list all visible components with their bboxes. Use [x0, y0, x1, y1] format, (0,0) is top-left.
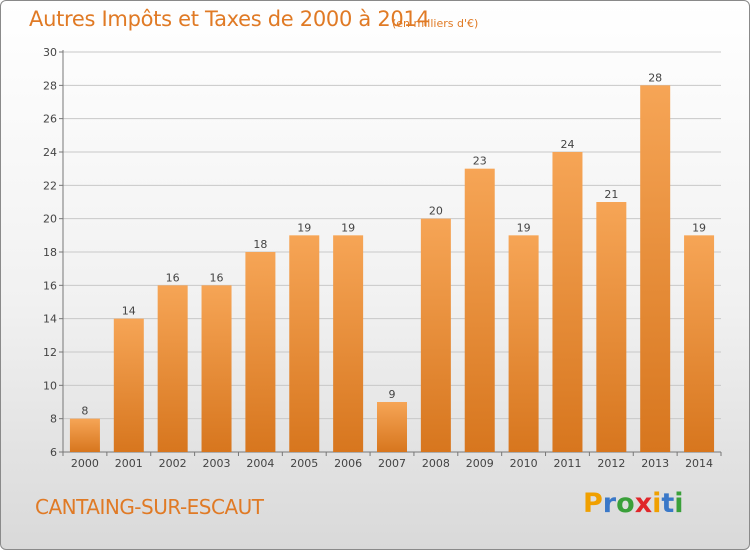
- logo-letter: i: [652, 488, 662, 519]
- x-tick-label: 2004: [246, 457, 274, 470]
- data-label: 19: [692, 221, 706, 234]
- bar: [245, 252, 276, 452]
- data-label: 28: [648, 71, 662, 84]
- bar: [464, 168, 495, 452]
- data-label: 14: [122, 305, 136, 318]
- bar: [640, 85, 671, 452]
- data-label: 19: [517, 221, 531, 234]
- x-tick-label: 2010: [510, 457, 538, 470]
- logo-letter: r: [602, 488, 617, 519]
- chart-title: Autres Impôts et Taxes de 2000 à 2014: [29, 7, 430, 31]
- y-tick-label: 8: [50, 413, 57, 426]
- bars: [69, 85, 715, 452]
- bar: [69, 418, 100, 452]
- logo-letter: t: [661, 488, 675, 519]
- bar: [333, 235, 364, 452]
- x-tick-label: 2000: [71, 457, 99, 470]
- logo-letter: o: [616, 488, 635, 519]
- x-tick-label: 2014: [685, 457, 713, 470]
- bar: [596, 202, 627, 452]
- bar: [508, 235, 539, 452]
- data-labels: 8 14 16 16 18 19 19 9 20 23 19 24 21 28 19: [81, 71, 706, 417]
- data-label: 19: [297, 221, 311, 234]
- data-label: 23: [473, 155, 487, 168]
- bar: [157, 285, 188, 452]
- bar: [420, 218, 451, 452]
- data-label: 16: [210, 271, 224, 284]
- data-label: 20: [429, 205, 443, 218]
- y-tick-label: 16: [43, 279, 57, 292]
- data-label: 18: [253, 238, 267, 251]
- y-tick-label: 28: [43, 79, 57, 92]
- data-label: 9: [389, 388, 396, 401]
- y-tick-label: 20: [43, 213, 57, 226]
- bar: [377, 402, 407, 452]
- x-tick-label: 2006: [334, 457, 362, 470]
- data-label: 19: [341, 221, 355, 234]
- y-tick-label: 6: [50, 446, 57, 459]
- x-tick-label: 2008: [422, 457, 450, 470]
- y-tick-label: 30: [43, 46, 57, 59]
- bar: [684, 235, 715, 452]
- x-tick-label: 2001: [115, 457, 143, 470]
- commune-name: CANTAING-SUR-ESCAUT: [35, 495, 264, 519]
- x-tick-label: 2003: [203, 457, 231, 470]
- y-tick-label: 22: [43, 179, 57, 192]
- y-tick-label: 18: [43, 246, 57, 259]
- data-label: 8: [81, 405, 88, 418]
- x-tick-label: 2012: [597, 457, 625, 470]
- bar: [201, 285, 232, 452]
- x-tick-label: 2013: [641, 457, 669, 470]
- logo-letter: i: [674, 488, 684, 519]
- data-label: 24: [560, 138, 574, 151]
- y-tick-label: 12: [43, 346, 57, 359]
- chart-unit: (en milliers d'€): [392, 17, 479, 30]
- y-tick-label: 10: [43, 379, 57, 392]
- x-tick-label: 2009: [466, 457, 494, 470]
- data-label: 21: [604, 188, 618, 201]
- x-tick-label: 2002: [159, 457, 187, 470]
- data-label: 16: [166, 271, 180, 284]
- proxiti-logo[interactable]: Proxiti: [583, 488, 684, 519]
- y-tick-label: 14: [43, 313, 57, 326]
- y-tick-label: 24: [43, 146, 57, 159]
- x-tick-label: 2007: [378, 457, 406, 470]
- bar: [289, 235, 320, 452]
- x-tick-label: 2005: [290, 457, 318, 470]
- logo-letter: P: [583, 488, 603, 519]
- bar: [552, 152, 583, 452]
- y-tick-label: 26: [43, 113, 57, 126]
- bar: [113, 318, 144, 452]
- logo-letter: x: [634, 488, 653, 519]
- x-tick-label: 2011: [553, 457, 581, 470]
